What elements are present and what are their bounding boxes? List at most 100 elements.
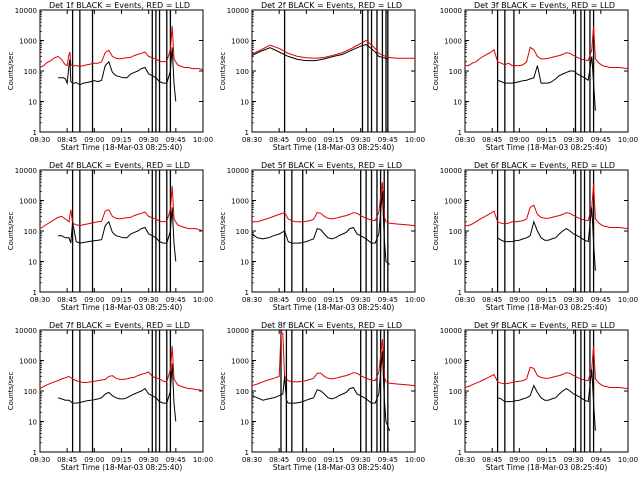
series-line-lld [251,332,416,387]
x-tick-label: 09:45 [166,296,186,304]
chart-panel-5: Det 5f BLACK = Events, RED = LLD 1 10 100 10… [219,161,425,312]
series-line-events [57,363,177,422]
plot-frame [39,329,204,453]
x-tick-label: 09:30 [351,456,371,464]
x-tick-label: 08:30 [242,456,262,464]
x-tick-label: 09:00 [509,296,529,304]
series-line-lld [39,185,204,232]
y-axis-label: Counts/sec [432,372,440,411]
x-tick-label: 10:00 [405,136,425,144]
series-line-lld [39,25,204,71]
x-tick-label: 09:15 [323,456,343,464]
x-tick-label: 09:45 [591,136,611,144]
y-tick-label: 100 [24,388,37,396]
x-tick-label: 09:15 [536,136,556,144]
y-axis-label: Counts/sec [7,212,15,251]
y-tick-label: 10000 [227,327,249,335]
x-tick-label: 08:45 [269,136,289,144]
x-axis-label: Start Time (18-Mar-03 08:25:40) [486,143,608,152]
y-axis-label: Counts/sec [432,52,440,91]
x-tick-label: 10:00 [193,296,213,304]
series-line-lld [39,345,204,392]
y-tick-label: 1000 [19,198,37,206]
x-tick-label: 08:45 [269,296,289,304]
x-tick-label: 08:45 [57,136,77,144]
series-line-events [58,207,177,262]
x-tick-label: 09:00 [296,456,316,464]
y-tick-label: 1000 [444,198,462,206]
x-axis-label: Start Time (18-Mar-03 08:25:40) [61,303,183,312]
y-tick-label: 100 [449,388,462,396]
y-tick-label: 10 [28,259,37,267]
x-tick-label: 08:30 [30,136,50,144]
y-axis-label: Counts/sec [219,52,227,91]
x-tick-label: 09:45 [591,456,611,464]
x-tick-label: 09:30 [564,136,584,144]
y-tick-label: 10000 [15,167,37,175]
plot-frame [251,9,416,133]
y-tick-label: 1 [458,449,462,457]
plot-frame [39,9,204,133]
y-tick-label: 1000 [19,38,37,46]
x-tick-label: 09:45 [378,296,398,304]
y-tick-label: 10 [453,419,462,427]
chart-panel-8: Det 8f BLACK = Events, RED = LLD 1 10 100 10… [219,321,425,472]
y-tick-label: 10 [28,99,37,107]
chart-title: Det 3f BLACK = Events, RED = LLD [474,1,615,10]
x-tick-label: 10:00 [618,456,638,464]
x-tick-label: 09:30 [564,296,584,304]
x-tick-label: 10:00 [193,136,213,144]
chart-panel-9: Det 9f BLACK = Events, RED = LLD 1 10 100 10… [432,321,638,472]
y-tick-label: 1 [245,289,249,297]
x-tick-label: 08:45 [269,456,289,464]
x-axis-label: Start Time (18-Mar-03 08:25:40) [273,463,395,472]
x-tick-label: 08:45 [482,296,502,304]
chart-title: Det 2f BLACK = Events, RED = LLD [261,1,402,10]
x-tick-label: 09:30 [351,296,371,304]
x-tick-label: 10:00 [405,456,425,464]
x-tick-label: 09:00 [84,456,104,464]
x-tick-label: 08:30 [455,456,475,464]
chart-title: Det 4f BLACK = Events, RED = LLD [49,161,190,170]
x-tick-label: 09:45 [591,296,611,304]
y-axis-label: Counts/sec [7,52,15,91]
y-tick-label: 1 [245,129,249,137]
chart-title: Det 6f BLACK = Events, RED = LLD [474,161,615,170]
y-tick-label: 10000 [440,327,462,335]
x-tick-label: 09:30 [139,136,159,144]
y-tick-label: 1000 [231,198,249,206]
y-axis-label: Counts/sec [219,372,227,411]
x-tick-label: 09:00 [84,296,104,304]
plot-frame [464,169,629,293]
x-tick-label: 08:30 [455,296,475,304]
x-tick-label: 08:30 [455,136,475,144]
x-tick-label: 08:45 [482,456,502,464]
y-tick-label: 10 [453,259,462,267]
chart-panel-3: Det 3f BLACK = Events, RED = LLD 1 10 100 10… [432,1,638,152]
x-tick-label: 10:00 [193,456,213,464]
chart-panel-6: Det 6f BLACK = Events, RED = LLD 1 10 100 10… [432,161,638,312]
x-axis-label: Start Time (18-Mar-03 08:25:40) [273,143,395,152]
x-axis-label: Start Time (18-Mar-03 08:25:40) [486,463,608,472]
y-tick-label: 1 [33,289,37,297]
y-tick-label: 10 [240,99,249,107]
x-tick-label: 09:00 [509,456,529,464]
y-tick-label: 10000 [15,327,37,335]
y-tick-label: 1 [33,129,37,137]
y-tick-label: 100 [24,68,37,76]
x-axis-label: Start Time (18-Mar-03 08:25:40) [486,303,608,312]
y-tick-label: 1 [458,129,462,137]
plot-frame [39,169,204,293]
x-tick-label: 09:15 [536,296,556,304]
y-tick-label: 1000 [231,38,249,46]
y-tick-label: 1 [33,449,37,457]
chart-title: Det 8f BLACK = Events, RED = LLD [261,321,402,330]
x-axis-label: Start Time (18-Mar-03 08:25:40) [61,143,183,152]
series-line-lld [464,345,629,390]
y-axis-label: Counts/sec [219,212,227,251]
x-tick-label: 08:30 [30,296,50,304]
x-tick-label: 10:00 [405,296,425,304]
x-tick-label: 09:15 [111,296,131,304]
y-tick-label: 10000 [227,167,249,175]
chart-panel-7: Det 7f BLACK = Events, RED = LLD 1 10 100 10… [7,321,213,472]
